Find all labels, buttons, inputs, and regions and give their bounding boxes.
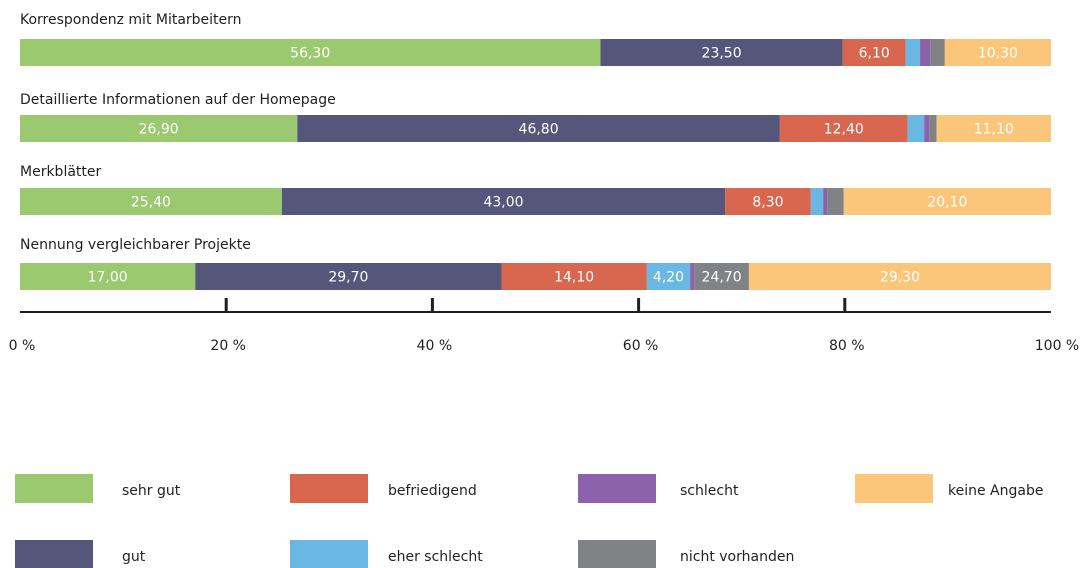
bar-segment <box>20 263 196 290</box>
category-label: Detaillierte Informationen auf der Homep… <box>20 92 336 108</box>
x-tick-label: 40 % <box>417 338 453 354</box>
value-label: 11,10 <box>974 122 1014 138</box>
bar-segment <box>920 39 931 66</box>
value-label: 12,40 <box>824 122 864 138</box>
legend-label: sehr gut <box>122 483 181 499</box>
legend-label: befriedigend <box>388 483 477 499</box>
bar-segment <box>501 263 647 290</box>
category-label: Korrespondenz mit Mitarbeitern <box>20 12 242 28</box>
value-label: 8,30 <box>752 195 783 211</box>
category-label: Nennung vergleichbarer Projekte <box>20 237 251 253</box>
bar-segment <box>690 263 695 290</box>
value-label: 24,70 <box>702 270 742 286</box>
legend-swatch <box>290 474 368 503</box>
value-label: 17,00 <box>88 270 128 286</box>
value-label: 29,30 <box>880 270 920 286</box>
bar-segment <box>694 263 749 290</box>
bar-segment <box>779 115 908 142</box>
legend-swatch <box>15 540 93 568</box>
bar-segment <box>281 188 726 215</box>
value-label: 20,10 <box>927 195 967 211</box>
bar-segment <box>823 188 828 215</box>
bar-segment <box>725 188 811 215</box>
bar-segment <box>20 115 298 142</box>
legend-label: gut <box>122 549 146 565</box>
legend-swatch <box>290 540 368 568</box>
bar-segment <box>748 263 1051 290</box>
value-label: 25,40 <box>131 195 171 211</box>
value-label: 26,90 <box>139 122 179 138</box>
x-tick-label: 0 % <box>9 338 36 354</box>
bar-segment <box>842 39 906 66</box>
value-label: 43,00 <box>483 195 523 211</box>
value-label: 10,30 <box>978 46 1018 62</box>
bar-segment <box>297 115 780 142</box>
bar-segment <box>827 188 844 215</box>
bar-segment <box>843 188 1051 215</box>
bar-segment <box>600 39 843 66</box>
legend-swatch <box>855 474 933 503</box>
value-label: 14,10 <box>554 270 594 286</box>
category-label: Merkblätter <box>20 164 102 180</box>
bar-segment <box>20 39 601 66</box>
legend-swatch <box>578 474 656 503</box>
legend-swatch <box>15 474 93 503</box>
value-label: 29,70 <box>328 270 368 286</box>
bar-segment <box>929 115 937 142</box>
legend-label: nicht vorhanden <box>680 549 794 565</box>
bar-segment <box>907 115 925 142</box>
bar-segment <box>20 188 282 215</box>
bar-segment <box>810 188 824 215</box>
value-label: 23,50 <box>702 46 742 62</box>
legend-label: eher schlecht <box>388 549 483 565</box>
bar-segment <box>905 39 921 66</box>
x-tick-label: 60 % <box>623 338 659 354</box>
legend-label: keine Angabe <box>948 483 1043 499</box>
x-tick-label: 100 % <box>1035 338 1079 354</box>
bar-segment <box>195 263 502 290</box>
value-label: 56,30 <box>290 46 330 62</box>
legend-swatch <box>578 540 656 568</box>
value-label: 46,80 <box>519 122 559 138</box>
bar-segment <box>944 39 1051 66</box>
bar-segment <box>924 115 930 142</box>
bar-segment <box>936 115 1051 142</box>
value-label: 6,10 <box>859 46 890 62</box>
value-label: 4,20 <box>653 270 684 286</box>
bar-segment <box>646 263 691 290</box>
legend-label: schlecht <box>680 483 739 499</box>
bar-segment <box>930 39 945 66</box>
x-tick-label: 20 % <box>210 338 246 354</box>
x-tick-label: 80 % <box>829 338 865 354</box>
